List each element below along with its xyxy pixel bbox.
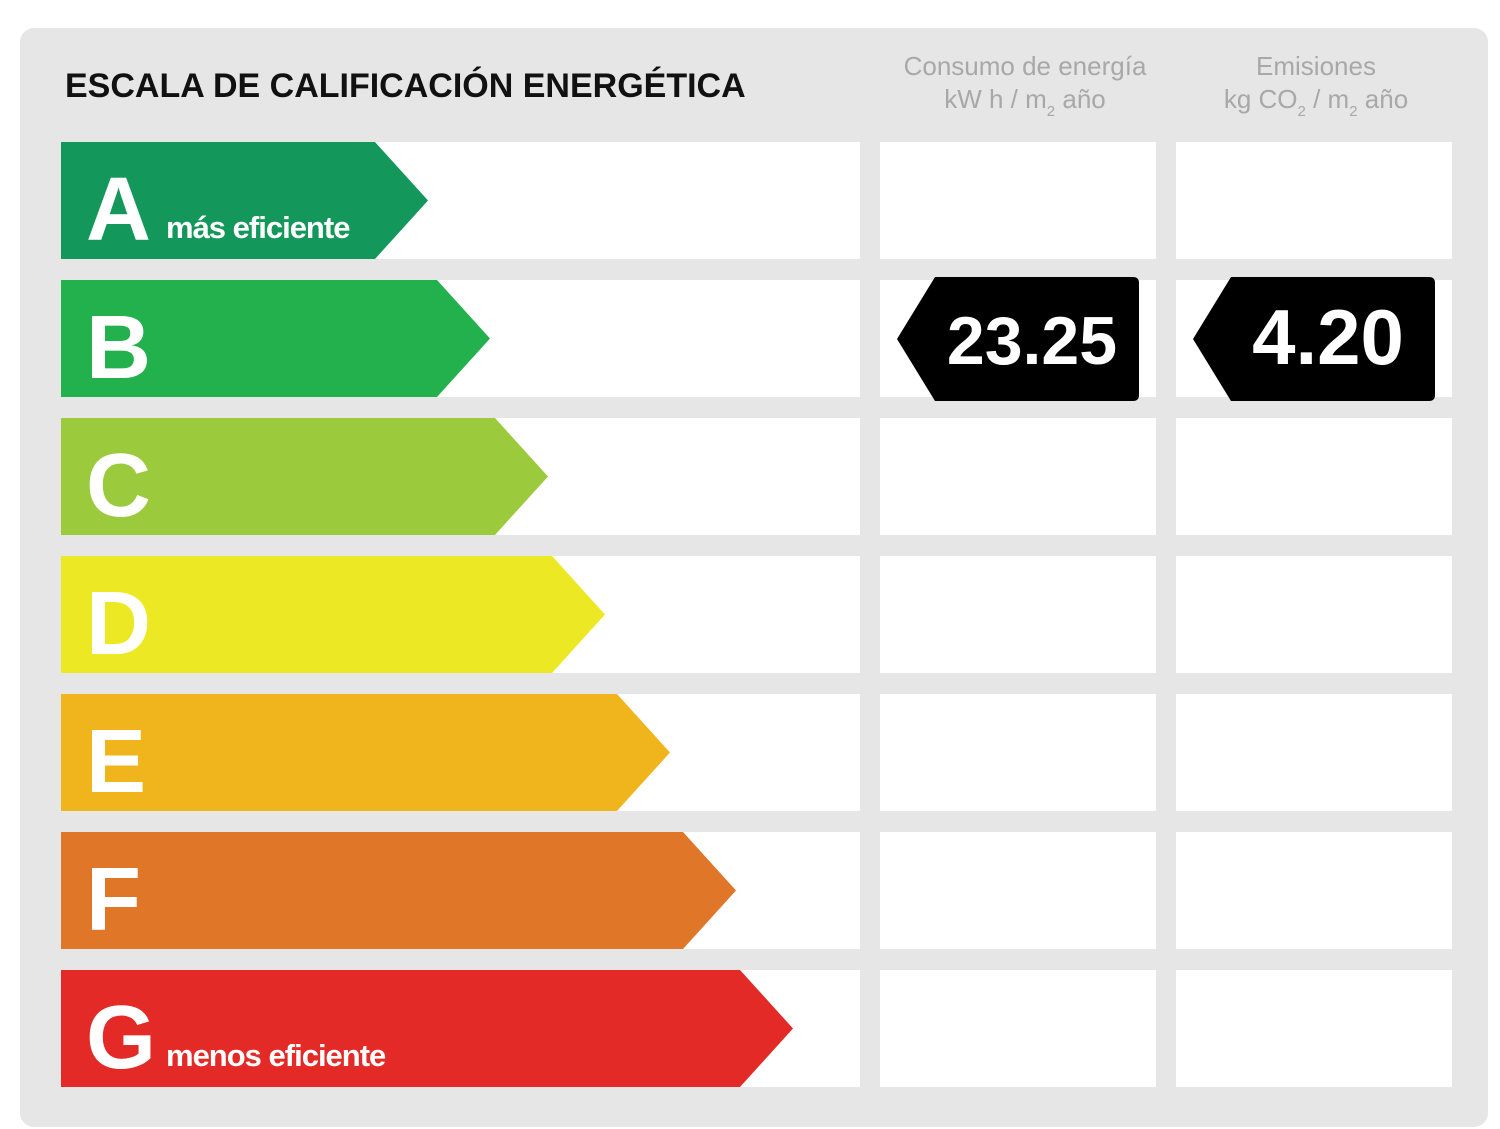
energy-cell xyxy=(880,694,1156,811)
rating-note: más eficiente xyxy=(166,210,350,245)
rating-letter: E xyxy=(86,712,146,812)
emissions-marker xyxy=(1193,277,1435,401)
emissions-units: kg CO2 / m2 año xyxy=(1224,84,1408,120)
emissions-cell xyxy=(1176,970,1452,1087)
energy-cell xyxy=(880,832,1156,949)
rating-letter: C xyxy=(86,436,151,536)
emissions-cell xyxy=(1176,142,1452,259)
energy-cell xyxy=(880,418,1156,535)
energy-cell xyxy=(880,142,1156,259)
rating-letter: B xyxy=(86,298,151,398)
rating-arrow xyxy=(61,142,428,259)
rating-arrow xyxy=(61,418,548,535)
rating-letter: A xyxy=(86,160,151,260)
units-sub: 2 xyxy=(1349,103,1357,120)
rating-letter: G xyxy=(86,988,156,1088)
energy-value: 23.25 xyxy=(947,303,1117,379)
units-sub: 2 xyxy=(1298,103,1306,120)
title: ESCALA DE CALIFICACIÓN ENERGÉTICA xyxy=(65,67,746,105)
rating-letter: D xyxy=(86,574,151,674)
rating-letter: F xyxy=(86,850,141,950)
units-part: año xyxy=(1055,84,1106,114)
emissions-cell xyxy=(1176,418,1452,535)
energy-units: kW h / m2 año xyxy=(944,84,1106,120)
rating-arrow xyxy=(61,280,490,397)
rating-note: menos eficiente xyxy=(166,1038,386,1073)
units-part: kW h / m xyxy=(944,84,1047,114)
units-part: kg CO xyxy=(1224,84,1298,114)
rating-arrow xyxy=(61,694,670,811)
rating-arrow xyxy=(61,832,736,949)
emissions-cell xyxy=(1176,556,1452,673)
emissions-header: Emisiones xyxy=(1256,51,1376,81)
energy-marker xyxy=(897,277,1139,401)
energy-cell xyxy=(880,970,1156,1087)
energy-header: Consumo de energía xyxy=(904,51,1147,81)
rating-arrow xyxy=(61,556,605,673)
rating-arrow xyxy=(61,970,793,1087)
units-sub: 2 xyxy=(1047,103,1055,120)
energy-cell xyxy=(880,556,1156,673)
emissions-cell xyxy=(1176,832,1452,949)
emissions-cell xyxy=(1176,694,1452,811)
emissions-value: 4.20 xyxy=(1252,293,1404,381)
units-part: año xyxy=(1358,84,1409,114)
units-part: / m xyxy=(1306,84,1349,114)
